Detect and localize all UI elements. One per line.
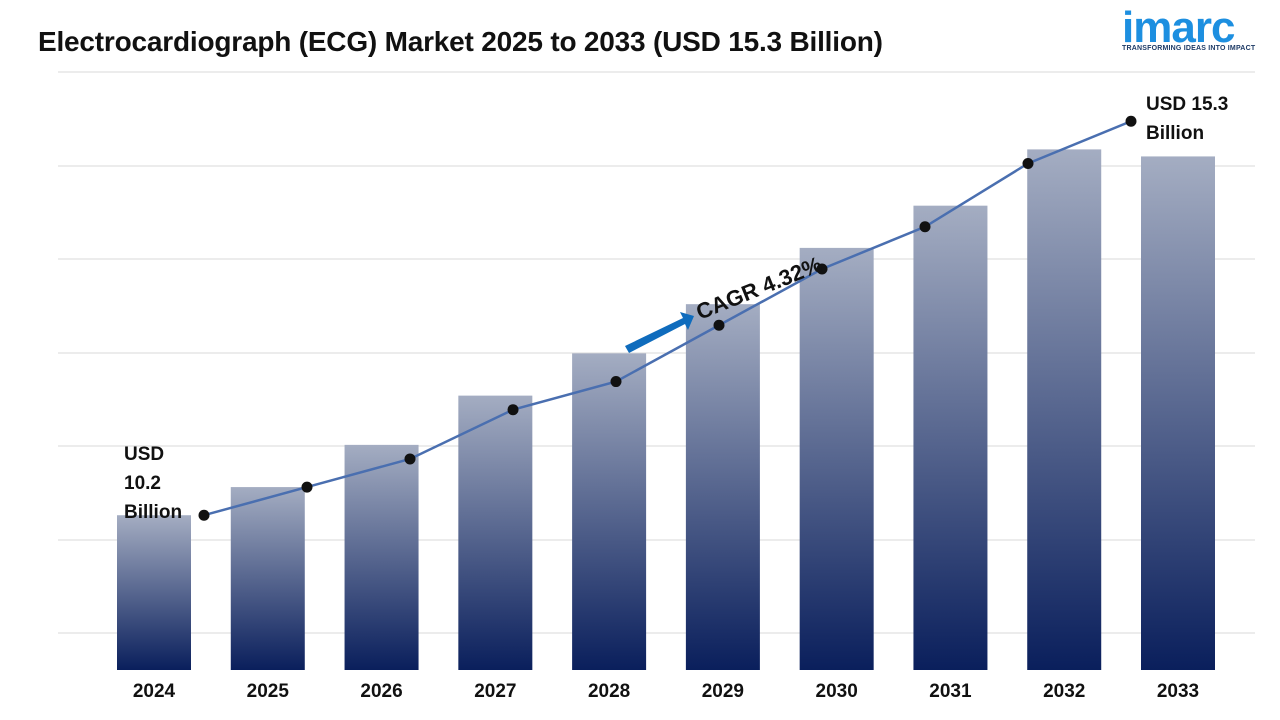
end-label-line-2: Billion: [1146, 123, 1205, 144]
start-label-line-1: USD: [124, 444, 165, 465]
x-tick-2025: 2025: [247, 681, 290, 702]
trend-point-2030: [816, 263, 828, 275]
x-tick-2026: 2026: [360, 681, 402, 702]
x-tick-2033: 2033: [1157, 681, 1199, 702]
start-label-line-3: Billion: [124, 502, 183, 523]
bar-2027: [458, 395, 533, 670]
bar-2024: [117, 515, 191, 670]
trend-point-2026: [404, 453, 416, 465]
cagr-arrow: [625, 312, 694, 353]
page-title: Electrocardiograph (ECG) Market 2025 to …: [38, 26, 883, 57]
trend-point-2024: [198, 509, 210, 521]
start-value-label: USD 10.2 Billion: [124, 440, 204, 527]
trend-point-2033: [1125, 115, 1137, 127]
bar-2026: [344, 444, 419, 670]
bar-2033: [1141, 156, 1215, 670]
x-tick-labels: 2024 2025 2026 2027 2028 2029 2030 2031 2032 2033: [133, 681, 1199, 702]
start-label-line-2: 10.2: [124, 473, 161, 494]
bar-2028: [572, 353, 647, 670]
end-value-label: USD 15.3 Billion: [1146, 90, 1256, 148]
bars: [117, 149, 1215, 670]
bar-2029: [685, 304, 760, 670]
bar-2025: [230, 487, 305, 670]
trend-point-2027: [507, 404, 519, 416]
trend-point-2025: [301, 481, 313, 493]
bar-2032: [1027, 149, 1102, 670]
bar-2031: [913, 205, 988, 670]
x-tick-2028: 2028: [588, 681, 630, 702]
bar-2030: [799, 247, 874, 670]
trend-point-2028: [610, 376, 622, 388]
trend-point-2031: [919, 221, 931, 233]
trend-line: [198, 115, 1137, 521]
x-tick-2024: 2024: [133, 681, 176, 702]
logo-wordmark: imarc: [1122, 3, 1235, 52]
imarc-logo: imarc TRANSFORMING IDEAS INTO IMPACT: [1118, 2, 1255, 62]
trend-polyline: [203, 120, 1132, 517]
x-tick-2031: 2031: [929, 681, 972, 702]
trend-point-2029: [713, 319, 725, 331]
x-tick-2030: 2030: [816, 681, 858, 702]
logo-tagline: TRANSFORMING IDEAS INTO IMPACT: [1122, 45, 1256, 52]
trend-point-2032: [1022, 157, 1034, 169]
x-tick-2027: 2027: [474, 681, 516, 702]
x-tick-2029: 2029: [702, 681, 744, 702]
end-label-line-1: USD 15.3: [1146, 94, 1229, 115]
x-tick-2032: 2032: [1043, 681, 1085, 702]
